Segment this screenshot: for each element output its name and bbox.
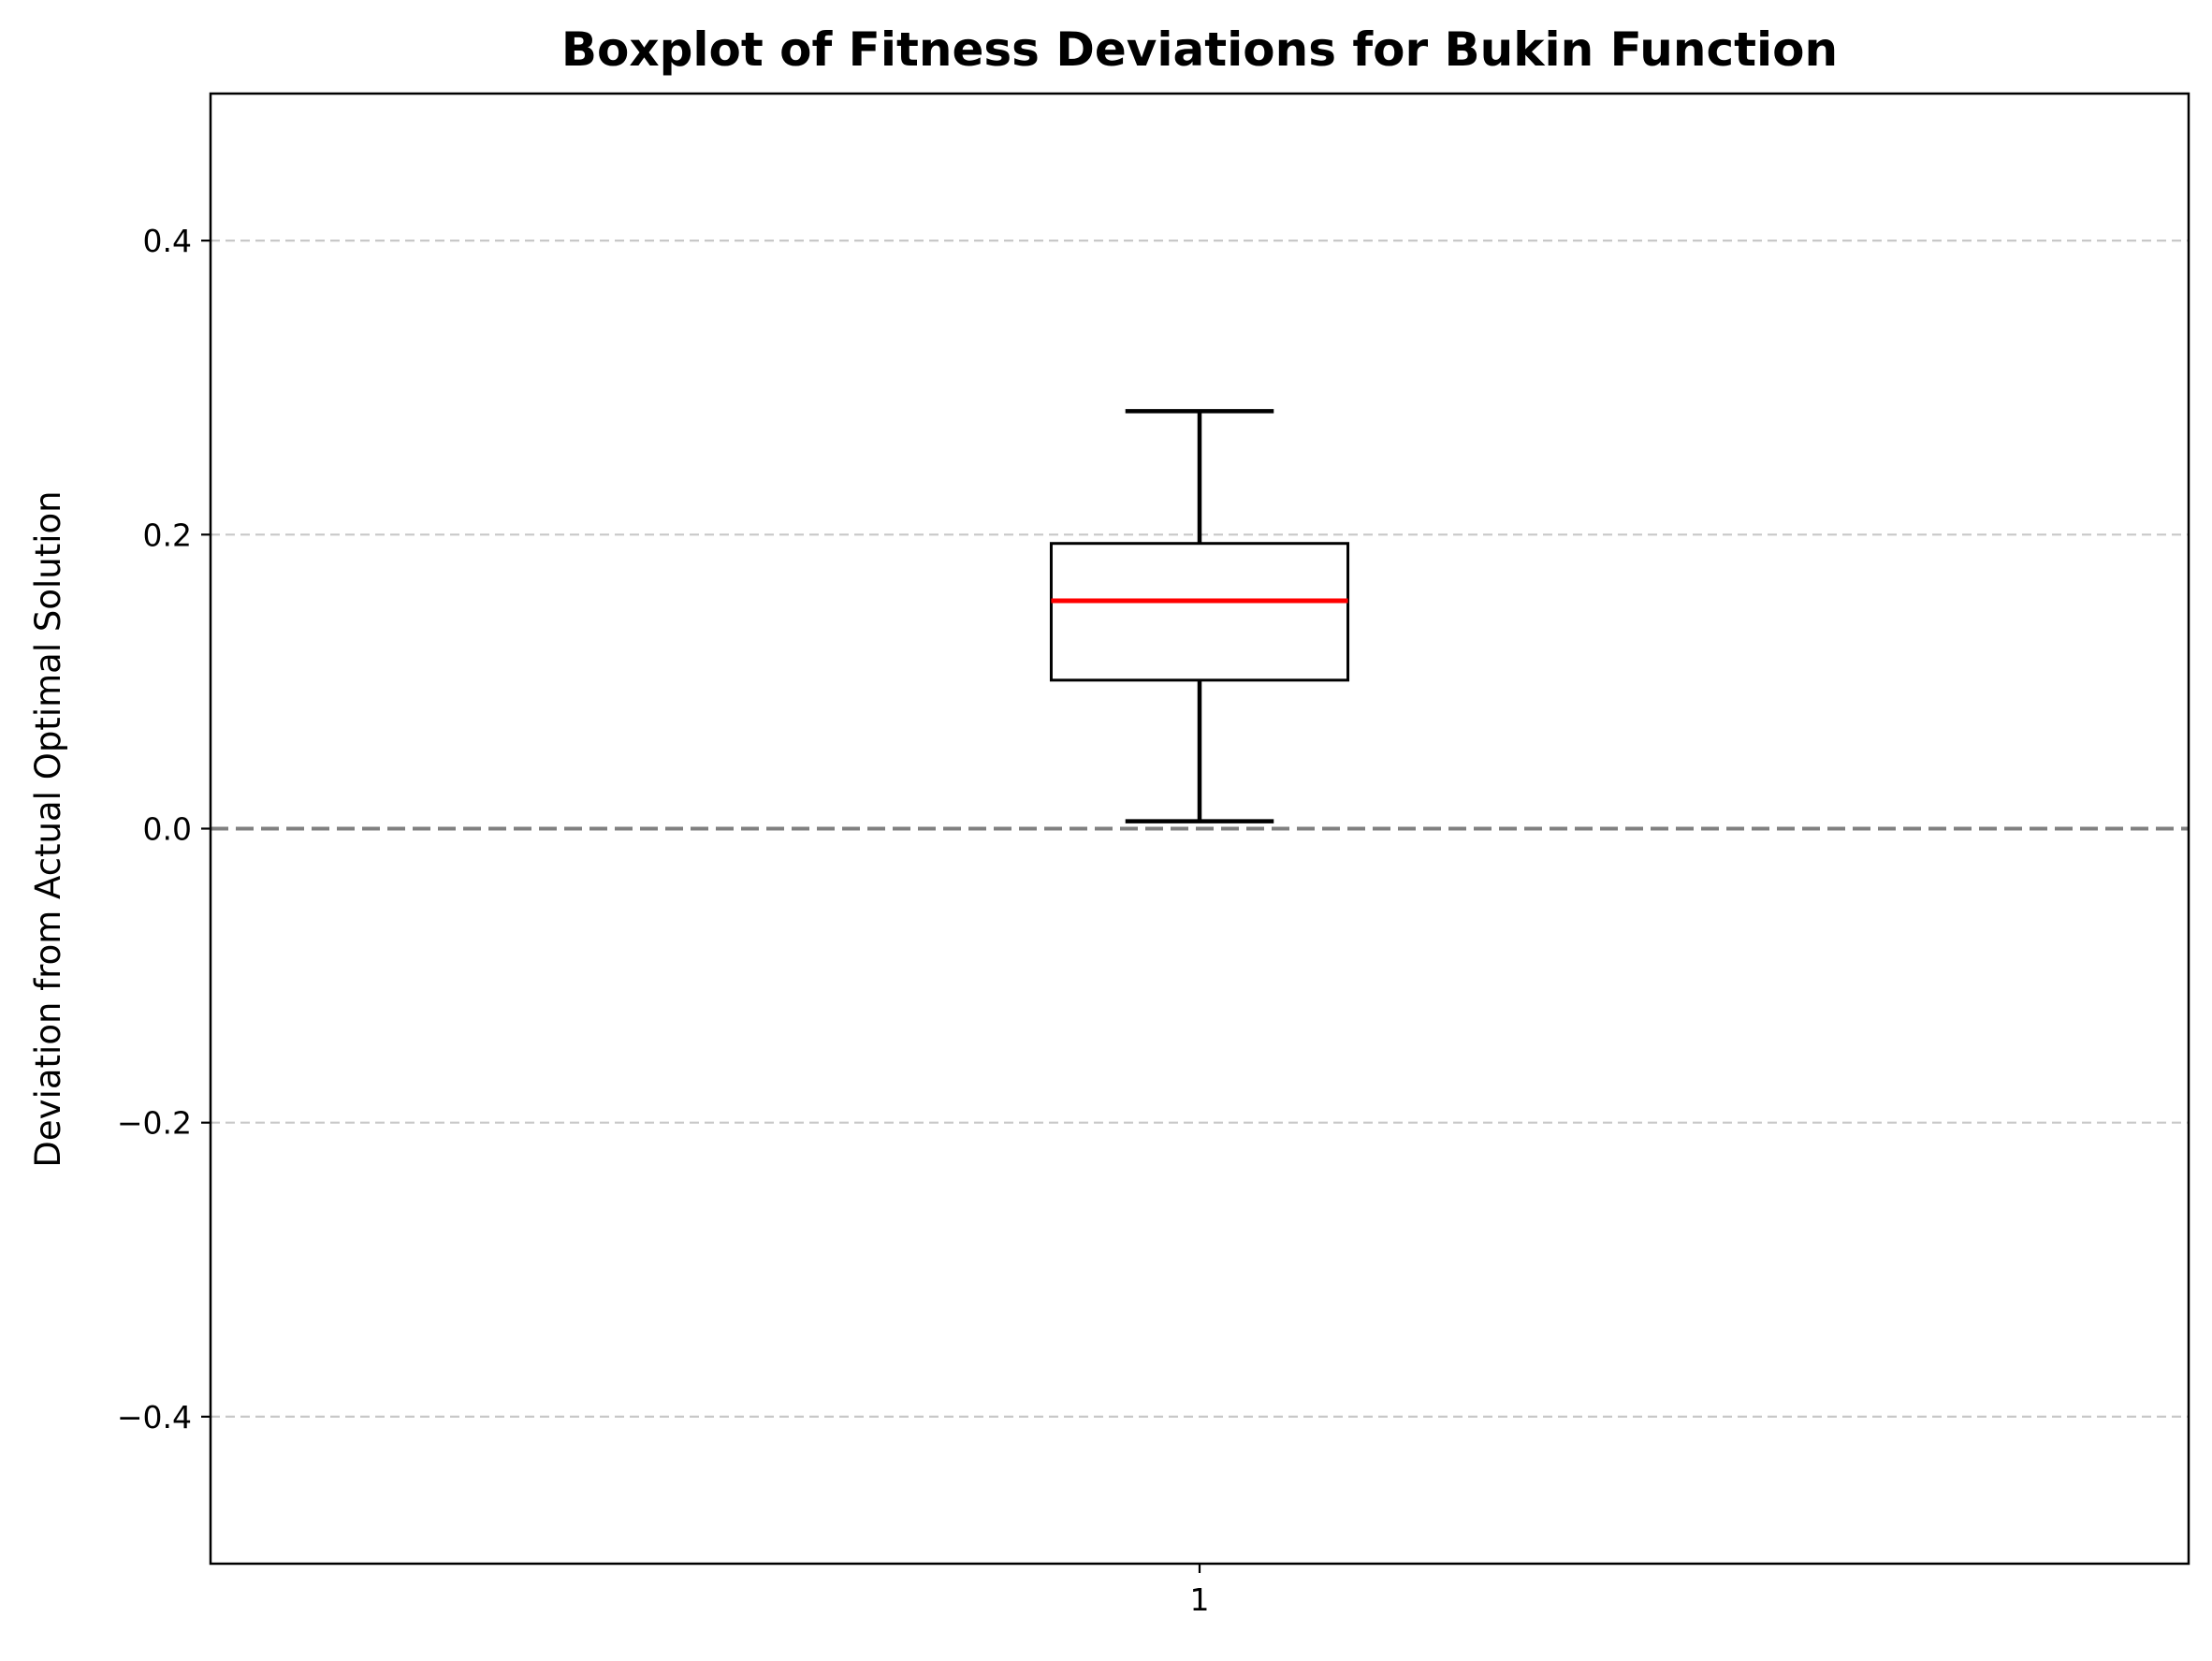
- y-tick-label: 0.0: [143, 811, 192, 848]
- y-axis-label: Deviation from Actual Optimal Solution: [28, 490, 68, 1167]
- y-tick-label: 0.2: [143, 517, 192, 553]
- y-tick-label: −0.2: [117, 1105, 192, 1142]
- interquartile-box: [1049, 542, 1350, 682]
- chart-title: Boxplot of Fitness Deviations for Bukin …: [561, 22, 1838, 77]
- y-tick-label: 0.4: [143, 223, 192, 259]
- y-tick-label: −0.4: [117, 1399, 192, 1435]
- box-layer: [1049, 409, 1350, 823]
- x-tick-label: 1: [1190, 1581, 1210, 1618]
- x-axis-ticks: 1: [1190, 1564, 1210, 1618]
- y-axis-ticks: −0.4 −0.2 0.0 0.2 0.4: [117, 223, 211, 1435]
